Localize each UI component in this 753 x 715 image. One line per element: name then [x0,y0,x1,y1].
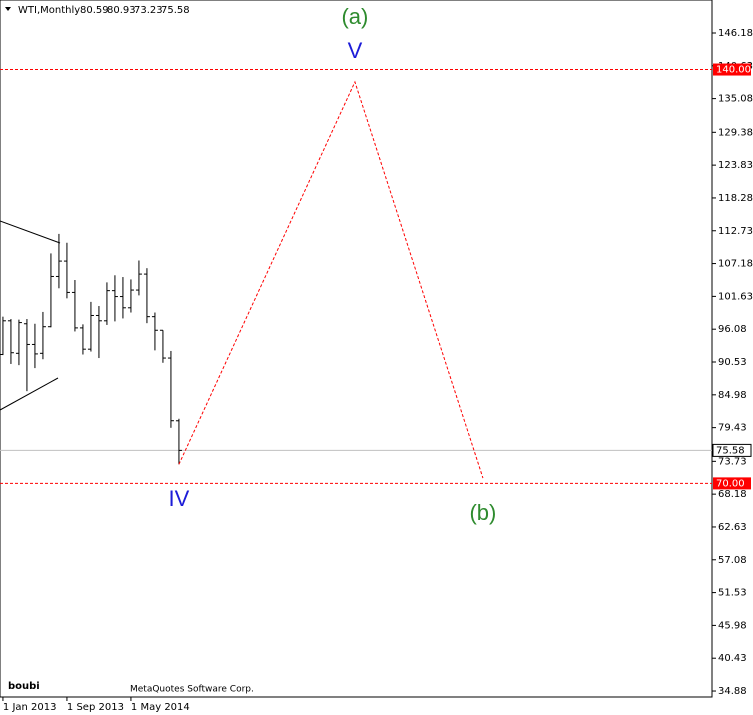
y-tick-label: 118.28 [718,193,753,204]
degree-label: (a) [341,4,368,29]
y-tick-label: 79.43 [718,423,747,434]
trend-line [0,377,59,411]
header-low: 73.23 [134,5,163,16]
y-tick-label: 90.53 [718,357,747,368]
y-tick-label: 146.18 [718,28,753,39]
y-tick-label: 68.18 [718,489,747,500]
y-tick-label: 123.83 [718,160,753,171]
y-tick-label: 40.43 [718,653,747,664]
plot-frame [0,0,713,698]
y-tick-label: 73.73 [718,456,747,467]
header-open: 80.59 [80,5,109,16]
y-tick-label: 57.08 [718,555,747,566]
y-tick-label: 51.53 [718,588,747,599]
header-close: 75.58 [161,5,190,16]
y-tick-label: 101.63 [718,291,753,302]
y-tick-label: 62.63 [718,522,747,533]
menu-triangle[interactable] [5,7,11,11]
wave-label: (b) [469,500,496,525]
y-tick-label: 84.98 [718,390,747,401]
trend-line [0,220,61,244]
current-price-bg [712,443,752,457]
x-tick-label: 1 Jan 2013 [3,702,57,713]
y-tick-label: 129.38 [718,127,753,138]
x-tick-label: 1 May 2014 [131,702,190,713]
y-tick-label: 45.98 [718,620,747,631]
author: boubi [8,681,40,692]
copyright: MetaQuotes Software Corp. [130,685,254,695]
y-tick-label: 34.88 [718,686,747,697]
wave-label: IV [169,486,190,511]
level-label: 70.00 [716,478,745,489]
level-label: 140.00 [716,65,751,76]
current-price-label: 75.58 [716,445,745,456]
wave-label: V [348,38,363,63]
y-tick-label: 107.18 [718,259,753,270]
header-high: 80.93 [107,5,136,16]
y-tick-label: 112.73 [718,226,753,237]
y-tick-label: 96.08 [718,324,747,335]
level-label-bg [713,477,751,490]
level-label-bg [713,63,751,76]
chart-title: WTI,Monthly [18,5,80,16]
y-tick-label: 135.08 [718,94,753,105]
x-tick-label: 1 Sep 2013 [67,702,124,713]
wave-path [178,80,484,479]
